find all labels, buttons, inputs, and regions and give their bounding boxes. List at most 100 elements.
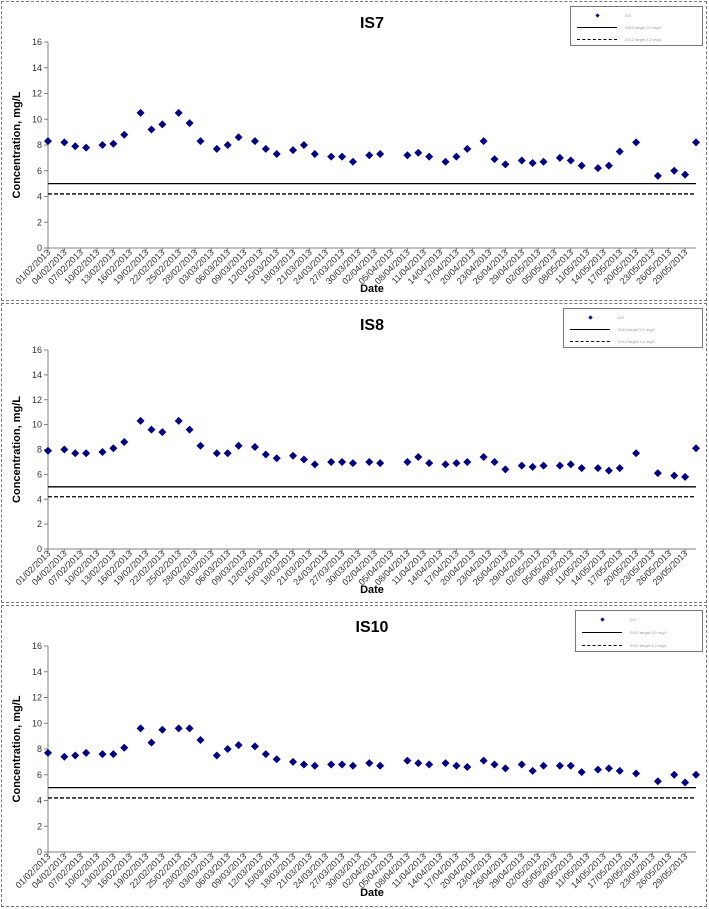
- data-point: [136, 108, 145, 117]
- data-point: [136, 416, 145, 425]
- data-point: [196, 735, 205, 744]
- data-point: [425, 152, 434, 161]
- data-point: [463, 144, 472, 153]
- legend-label: DO: [625, 12, 631, 18]
- data-point: [174, 724, 183, 733]
- data-point: [604, 161, 613, 170]
- data-point: [593, 464, 602, 473]
- data-point: [174, 108, 183, 117]
- data-point: [109, 139, 118, 148]
- data-point: [632, 769, 641, 778]
- data-point: [147, 425, 156, 434]
- data-point: [196, 441, 205, 450]
- y-tick-label: 10: [32, 420, 42, 430]
- data-point: [272, 150, 281, 159]
- data-point: [517, 461, 526, 470]
- data-point: [555, 461, 564, 470]
- y-tick-label: 8: [37, 140, 42, 150]
- data-point: [158, 120, 167, 129]
- y-tick-label: 6: [37, 469, 42, 479]
- data-point: [338, 457, 347, 466]
- x-axis-label: Date: [360, 283, 384, 295]
- data-point: [566, 460, 575, 469]
- y-tick-label: 0: [37, 544, 42, 554]
- data-point: [517, 156, 526, 165]
- data-point: [681, 778, 690, 787]
- data-point: [425, 459, 434, 468]
- data-point: [60, 752, 69, 761]
- data-point: [250, 742, 259, 751]
- data-point: [528, 462, 537, 471]
- data-point: [82, 748, 91, 757]
- data-point: [670, 770, 679, 779]
- data-point: [212, 449, 221, 458]
- data-point: [310, 460, 319, 469]
- data-point: [653, 171, 662, 180]
- data-point: [681, 472, 690, 481]
- x-axis-label: Date: [360, 584, 384, 596]
- legend-solid-line-icon: [582, 631, 622, 633]
- data-point: [261, 144, 270, 153]
- data-point: [98, 750, 107, 759]
- data-point: [299, 141, 308, 149]
- y-tick-label: 12: [32, 693, 42, 703]
- data-point: [403, 457, 412, 466]
- chart-title: IS8: [360, 317, 384, 334]
- data-point: [185, 425, 194, 434]
- chart-title: IS7: [360, 15, 384, 32]
- data-point: [615, 147, 624, 156]
- data-point: [441, 460, 450, 469]
- data-point: [452, 761, 461, 770]
- chart-is8: IS8024681012141601/02/201304/02/201307/0…: [11, 317, 700, 596]
- data-point: [615, 464, 624, 473]
- y-tick-label: 12: [32, 395, 42, 405]
- data-point: [539, 157, 548, 166]
- data-point: [120, 438, 129, 447]
- data-point: [653, 469, 662, 478]
- data-point: [234, 441, 243, 450]
- y-tick-label: 8: [37, 744, 42, 754]
- y-tick-label: 10: [32, 114, 42, 124]
- data-point: [272, 755, 281, 764]
- data-point: [566, 761, 575, 770]
- data-point: [327, 457, 336, 466]
- data-point: [338, 152, 347, 161]
- data-point: [528, 766, 537, 775]
- data-point: [681, 170, 690, 179]
- data-point: [566, 156, 575, 165]
- legend-label: 2012 target 4.2 mg/L: [625, 36, 662, 42]
- data-point: [147, 125, 156, 134]
- data-point: [577, 768, 586, 777]
- y-tick-label: 6: [37, 770, 42, 780]
- data-point: [365, 759, 374, 768]
- data-point: [365, 457, 374, 466]
- data-point: [60, 445, 69, 454]
- data-point: [185, 119, 194, 128]
- data-point: [147, 738, 156, 747]
- y-axis-label: Concentration, mg/L: [11, 91, 23, 198]
- data-point: [82, 449, 91, 458]
- data-point: [234, 133, 243, 142]
- data-point: [98, 141, 107, 149]
- data-point: [501, 764, 510, 773]
- data-point: [185, 724, 194, 733]
- data-point: [71, 751, 80, 760]
- data-point: [289, 146, 298, 155]
- legend: DO 2010 target 5.0 mg/L 2012 target 4.2 …: [575, 610, 703, 652]
- legend-dashed-line-icon: [570, 340, 610, 342]
- data-point: [261, 750, 270, 759]
- data-point: [196, 137, 205, 146]
- data-point: [653, 777, 662, 786]
- data-point: [348, 459, 357, 468]
- data-point: [44, 748, 52, 757]
- legend-solid-line-icon: [577, 26, 617, 28]
- y-tick-label: 16: [32, 37, 42, 47]
- data-point: [441, 759, 450, 768]
- data-point: [212, 751, 221, 760]
- data-point: [517, 760, 526, 769]
- legend-marker-icon: [599, 616, 605, 622]
- data-point: [44, 446, 52, 455]
- data-point: [528, 159, 537, 168]
- data-point: [692, 770, 700, 779]
- data-point: [403, 151, 412, 160]
